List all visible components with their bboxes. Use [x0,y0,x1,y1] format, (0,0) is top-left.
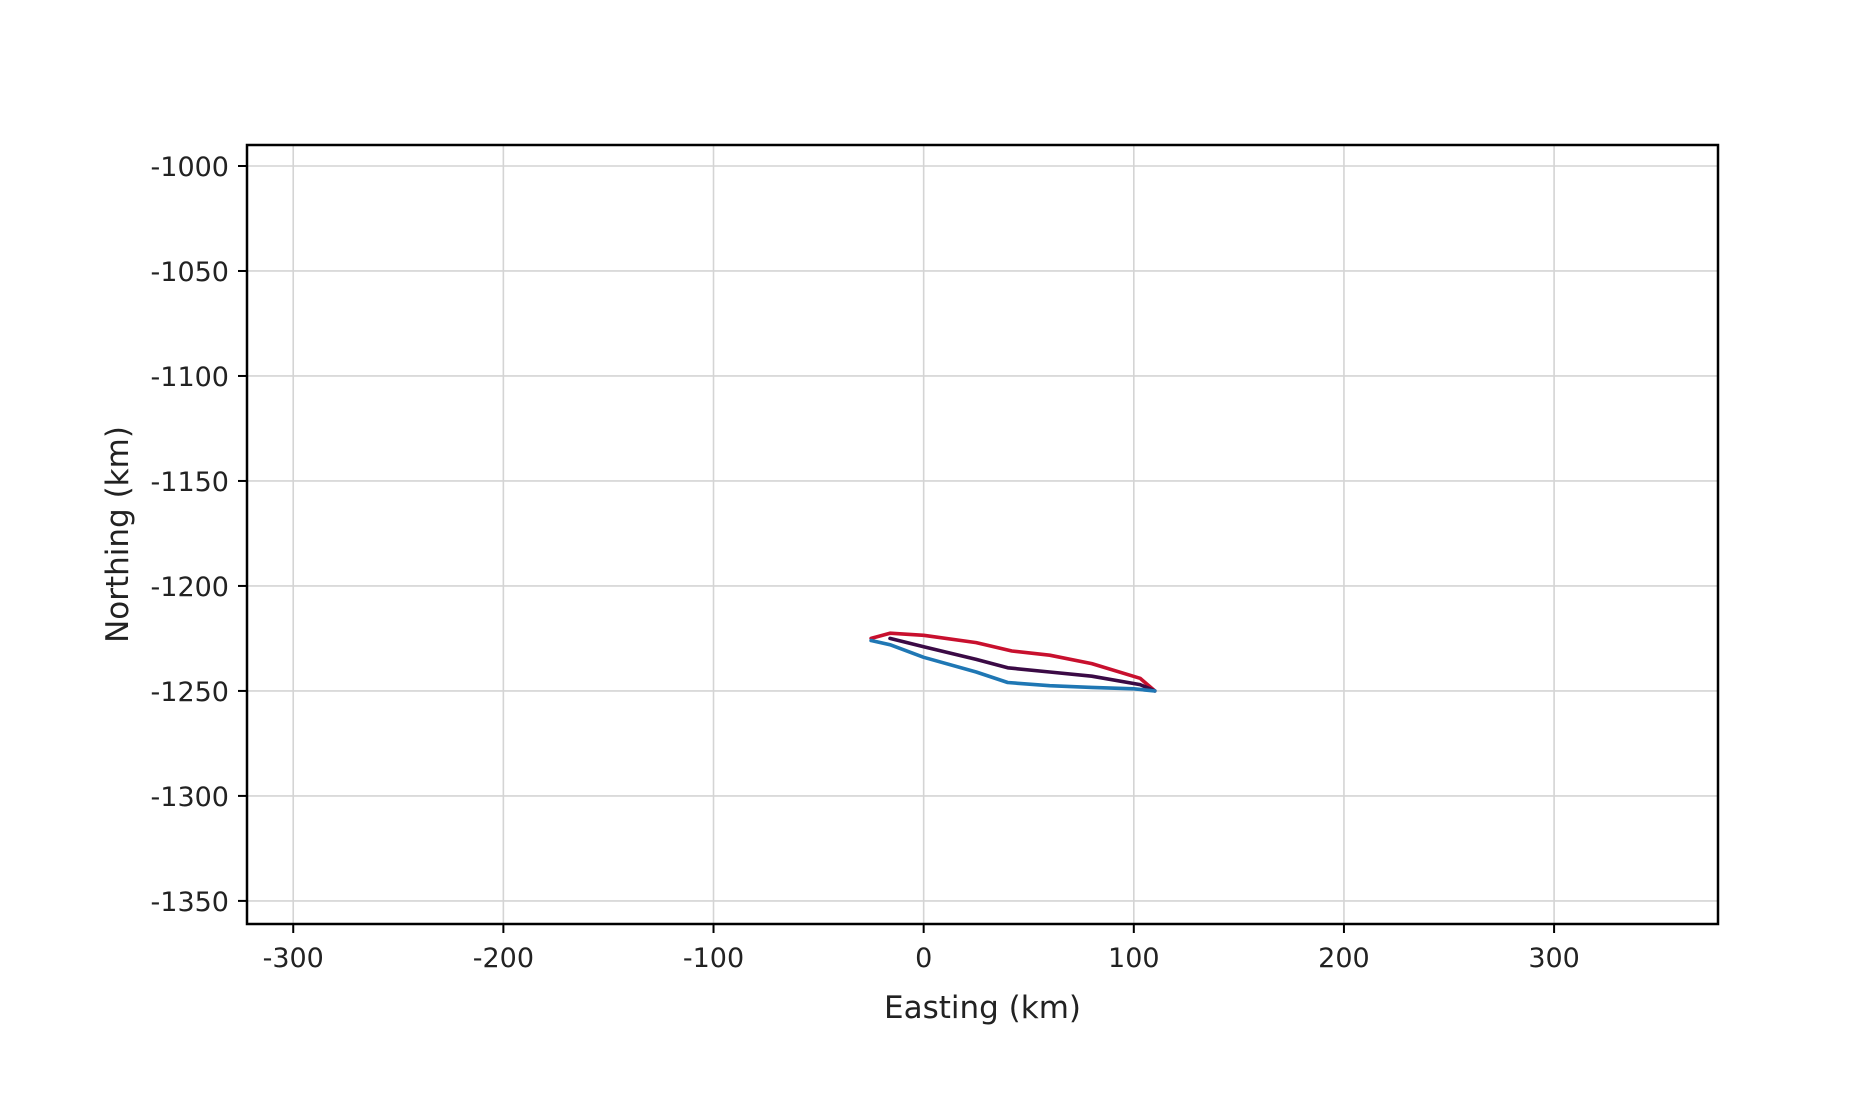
y-tick-label: -1100 [151,362,229,393]
y-tick-label: -1000 [151,152,229,183]
series-line-1 [869,631,1157,693]
x-tick-label: 300 [1528,943,1580,974]
y-tick-label: -1250 [151,677,229,708]
x-axis-label: Easting (km) [884,990,1081,1026]
y-tick-label: -1150 [151,467,229,498]
y-tick-label: -1350 [151,887,229,918]
ticks [238,164,1556,933]
series-line-3 [869,638,1157,693]
tick-labels: -300 -200 -100 0 100 200 300-1000-1050-1100-11… [151,152,1580,974]
y-tick-label: -1050 [151,257,229,288]
x-tick-label: -100 [683,943,744,974]
plot-frame [245,143,1720,926]
x-tick-label: 100 [1108,943,1160,974]
x-tick-label: -300 [263,943,324,974]
series-group [869,631,1157,693]
y-tick-label: -1300 [151,782,229,813]
x-tick-label: 200 [1318,943,1370,974]
series-line-2 [888,636,1157,693]
y-axis-label: Northing (km) [100,426,136,643]
grid [247,145,1718,924]
x-tick-label: 0 [915,943,932,974]
y-tick-label: -1200 [151,572,229,603]
x-tick-label: -200 [473,943,534,974]
